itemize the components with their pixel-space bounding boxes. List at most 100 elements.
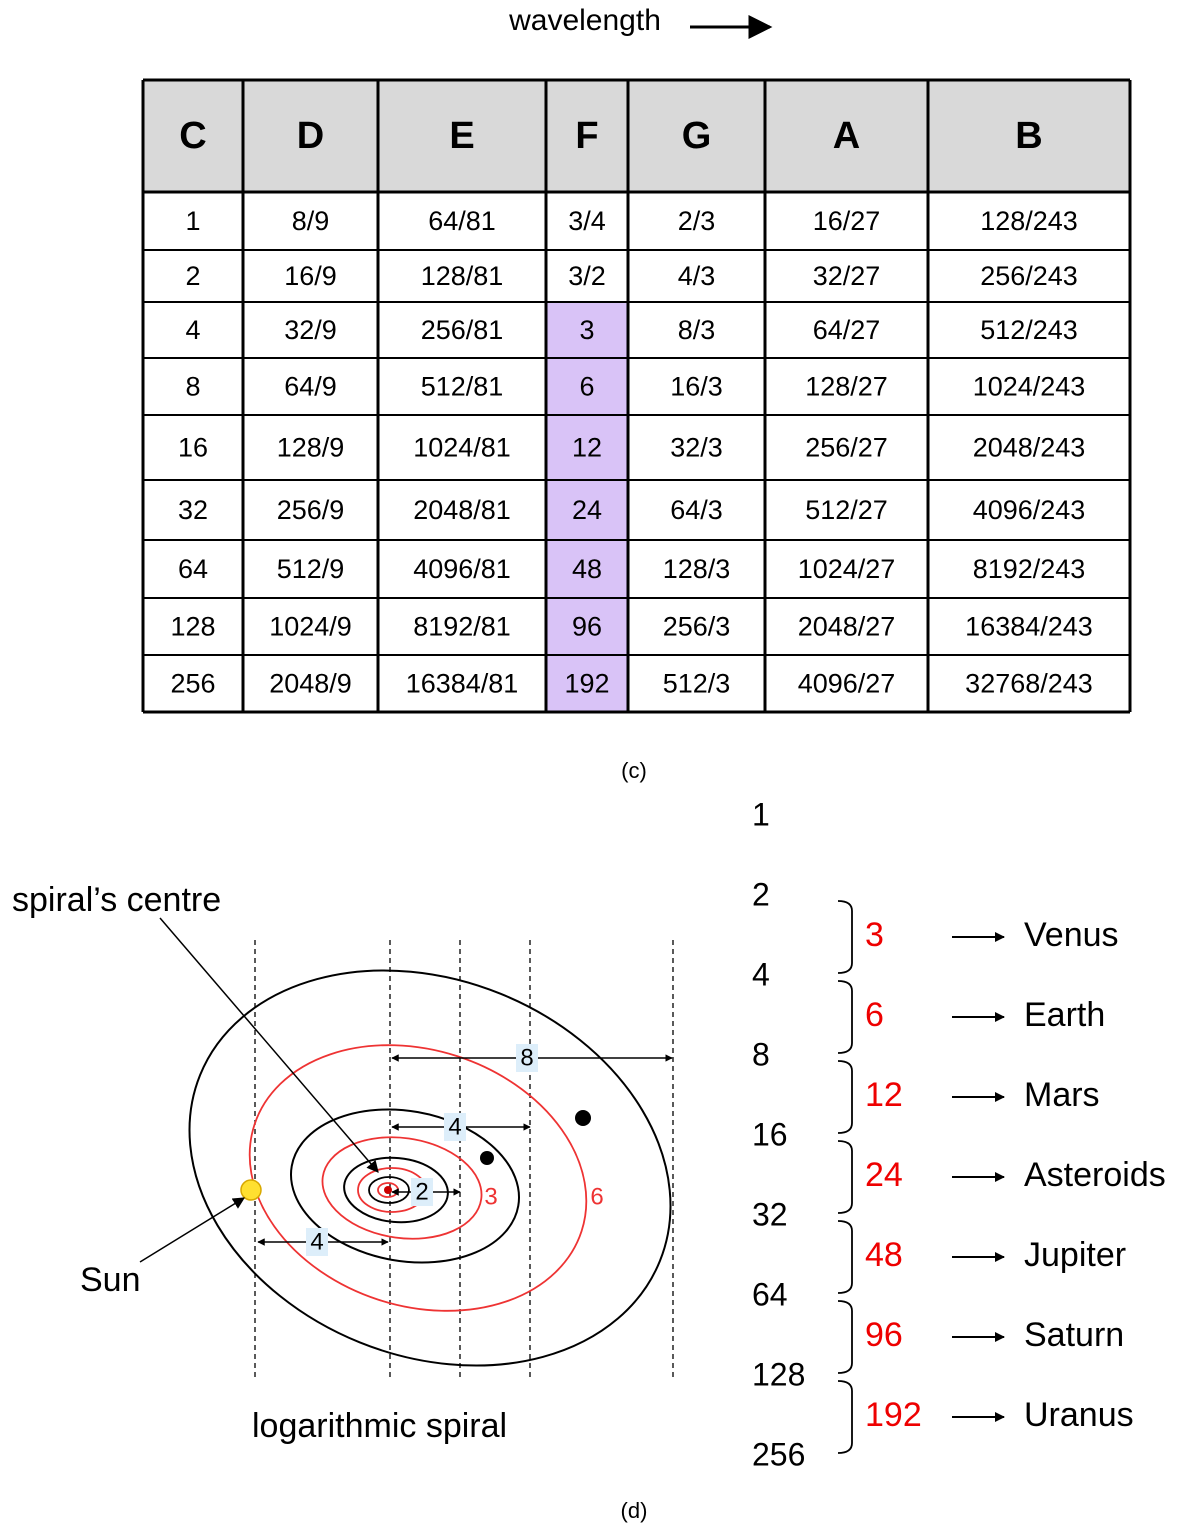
planet-value: 12 — [865, 1076, 903, 1114]
bracket — [838, 1221, 852, 1293]
table-cell: 4096/243 — [973, 495, 1086, 525]
table-cell: 512/243 — [980, 315, 1078, 345]
distance-label: 2 — [415, 1178, 428, 1205]
centre-pointer — [160, 918, 378, 1172]
table-cell: 96 — [572, 612, 602, 642]
table-cell: 12 — [572, 433, 602, 463]
table-cell: 48 — [572, 554, 602, 584]
table-cell: 16384/243 — [965, 612, 1093, 642]
planet-name: Venus — [1024, 916, 1119, 954]
planet-dot — [480, 1151, 494, 1165]
bracket — [838, 981, 852, 1053]
table-cell: 64/27 — [813, 315, 881, 345]
planet-value: 24 — [865, 1156, 903, 1194]
planet-name: Earth — [1024, 996, 1105, 1034]
table-cell: 8 — [185, 372, 200, 402]
table-cell: 256/27 — [805, 433, 888, 463]
distance-label: 4 — [310, 1228, 323, 1255]
planet-name: Uranus — [1024, 1396, 1134, 1434]
table-cell: 256/9 — [277, 495, 345, 525]
planet-value: 6 — [865, 996, 884, 1034]
table-cell: 128/9 — [277, 433, 345, 463]
table-cell: 2/3 — [678, 206, 716, 236]
sequence-number: 16 — [752, 1116, 788, 1152]
sequence-number: 4 — [752, 956, 770, 992]
planet-value: 48 — [865, 1236, 903, 1274]
planet-dot — [575, 1110, 591, 1126]
table-cell: 8/9 — [292, 206, 330, 236]
sequence-number: 8 — [752, 1036, 770, 1072]
table-cell: 32 — [178, 495, 208, 525]
header-cell: E — [449, 115, 474, 157]
table-cell: 2 — [185, 261, 200, 291]
spiral-title: logarithmic spiral — [252, 1407, 507, 1445]
table-cell: 64/81 — [428, 206, 496, 236]
sun — [241, 1180, 261, 1200]
table-cell: 2048/81 — [413, 495, 511, 525]
table-cell: 64/9 — [284, 372, 337, 402]
bracket — [838, 1301, 852, 1373]
page: wavelength (c) (d) CDEFGAB18/964/813/42/… — [0, 0, 1203, 1527]
table-cell: 3 — [579, 315, 594, 345]
caption-d: (d) — [621, 1498, 648, 1523]
table-cell: 16 — [178, 433, 208, 463]
table-cell: 4096/81 — [413, 554, 511, 584]
table-cell: 128/81 — [421, 261, 504, 291]
table-cell: 1024/9 — [269, 612, 352, 642]
figure: wavelength (c) (d) CDEFGAB18/964/813/42/… — [0, 0, 1203, 1527]
table-cell: 2048/27 — [798, 612, 896, 642]
table-cell: 1024/81 — [413, 433, 511, 463]
distance-label: 4 — [448, 1113, 461, 1140]
table-cell: 1024/27 — [798, 554, 896, 584]
table-cell: 2048/243 — [973, 433, 1086, 463]
sequence-number: 2 — [752, 876, 770, 912]
sequence-number: 1 — [752, 796, 770, 832]
orbit-label: 3 — [484, 1183, 497, 1210]
table-cell: 128 — [170, 612, 215, 642]
table-cell: 16/3 — [670, 372, 723, 402]
orbit-label: 6 — [590, 1183, 603, 1210]
planet-value: 96 — [865, 1316, 903, 1354]
header-cell: D — [297, 115, 324, 157]
sequence-number: 128 — [752, 1356, 805, 1392]
table-cell: 192 — [564, 669, 609, 699]
header-cell: C — [179, 115, 206, 157]
planet-name: Jupiter — [1024, 1236, 1126, 1274]
sequence-number: 32 — [752, 1196, 788, 1232]
planet-name: Asteroids — [1024, 1156, 1166, 1194]
table-cell: 4/3 — [678, 261, 716, 291]
planet-name: Mars — [1024, 1076, 1100, 1114]
table-cell: 16/27 — [813, 206, 881, 236]
table-cell: 2048/9 — [269, 669, 352, 699]
table-cell: 128/27 — [805, 372, 888, 402]
table-cell: 8/3 — [678, 315, 716, 345]
table-cell: 256 — [170, 669, 215, 699]
bracket — [838, 1381, 852, 1453]
planet-value: 3 — [865, 916, 884, 954]
wavelength-label: wavelength — [508, 4, 661, 37]
table-cell: 4 — [185, 315, 200, 345]
sequence-number: 64 — [752, 1276, 788, 1312]
table-cell: 32768/243 — [965, 669, 1093, 699]
table-cell: 512/81 — [421, 372, 504, 402]
bracket — [838, 1061, 852, 1133]
header-cell: A — [833, 115, 860, 157]
sun-label: Sun — [80, 1261, 141, 1299]
planet-name: Saturn — [1024, 1316, 1124, 1354]
distance-label: 8 — [520, 1044, 533, 1071]
table-cell: 8192/81 — [413, 612, 511, 642]
sequence-number: 256 — [752, 1436, 805, 1472]
bracket — [838, 1141, 852, 1213]
table-cell: 3/2 — [568, 261, 606, 291]
table-cell: 24 — [572, 495, 602, 525]
table-cell: 64/3 — [670, 495, 723, 525]
table-cell: 8192/243 — [973, 554, 1086, 584]
table-cell: 6 — [579, 372, 594, 402]
table-cell: 128/3 — [663, 554, 731, 584]
table-cell: 32/9 — [284, 315, 337, 345]
caption-c: (c) — [621, 758, 647, 783]
header-cell: F — [575, 115, 598, 157]
table-cell: 512/3 — [663, 669, 731, 699]
